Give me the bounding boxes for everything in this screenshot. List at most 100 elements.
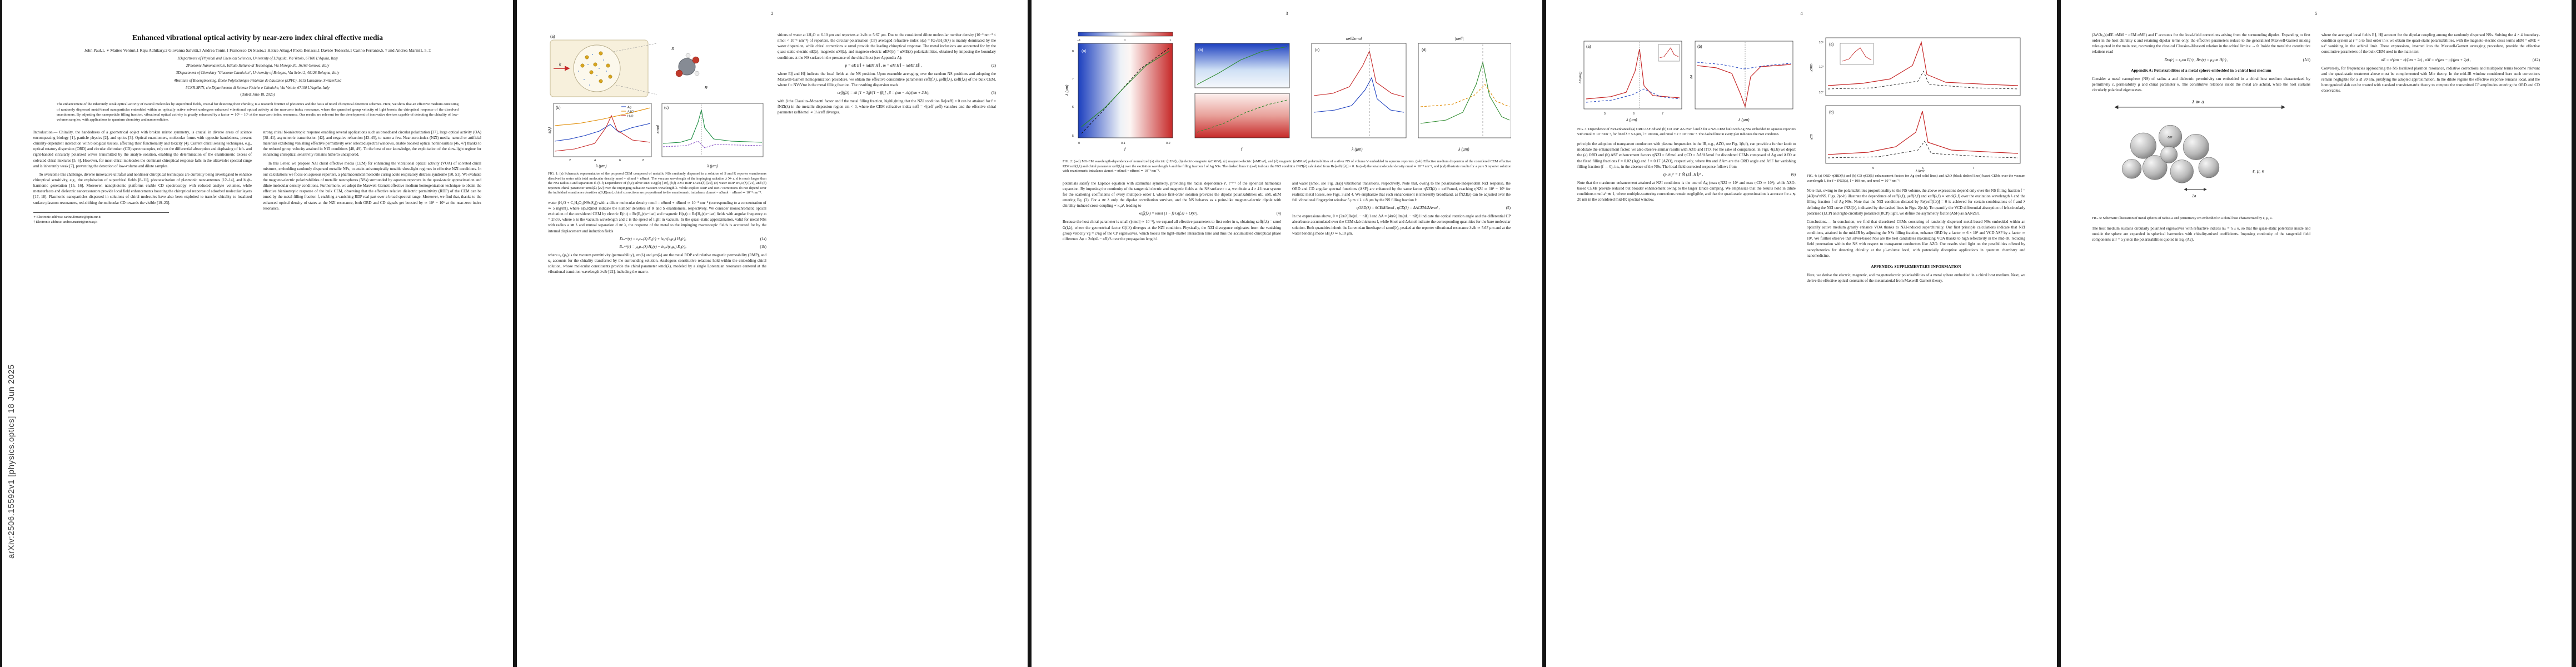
- page2-col-left: (a): [548, 32, 766, 277]
- fig1-plot-b: (b) Ag AZO H₂O 2 4 6: [548, 103, 652, 168]
- figure-2-graphic: −1 0 1 (a) 8 7 6 5 0 0.1 0.2 f λ (μm): [1065, 32, 1511, 152]
- fig2-panel-d-label: (d): [1422, 48, 1427, 52]
- appendix-intro-paragraph: Here, we derive the electric, magnetic, …: [1807, 273, 2025, 283]
- wavevector-label: k: [559, 63, 561, 67]
- fig4-panel-a-label: (a): [1829, 43, 1834, 47]
- equation-body: (p, m)ᵀ = Γ M̂ (E∥, H∥)ᵀ ,: [1663, 172, 1703, 177]
- fig2-panel-d: |neff| (d) λ (μm): [1418, 37, 1511, 152]
- fig2-ytick: 8: [1072, 50, 1074, 53]
- footnote-block: ∗ Electronic address: carino.ferrante@sp…: [33, 212, 169, 225]
- fig2-colorbar: [1078, 32, 1173, 37]
- arxiv-watermark: arXiv:2506.15592v1 [physics.optics] 18 J…: [7, 364, 16, 559]
- body-paragraph: Introduction.— Chirality, the handedness…: [33, 130, 252, 168]
- fig2-xtick: 0: [1078, 142, 1080, 145]
- equation-body: Dₘᵉˣᵗ(r) = ε₀εₘ(λ) E₀(r) + iκ₀√(ε₀μ₀) H₀…: [620, 236, 686, 241]
- fig3-xtick: 6: [1633, 112, 1635, 116]
- fig3-yaxis-label-b: ΔA: [1690, 74, 1693, 79]
- equation-number: (1b): [760, 244, 766, 249]
- fig2-ytick: 6: [1072, 106, 1074, 109]
- fig1-legend-ag: Ag: [627, 106, 631, 109]
- page-5: 5 (2a³/3ε₀)(αEE αMM − αEM αME) and Γ acc…: [2061, 0, 2572, 667]
- equation-body: Bₘᵉˣᵗ(r) = μ₀μₘ(λ) H₀(r) − iκ₀√(ε₀μ₀) E₀…: [619, 244, 686, 249]
- fig1-schematic: k S R: [550, 39, 707, 97]
- fig3-xtick: 7: [1662, 112, 1663, 116]
- enantiomer-s-label: S: [671, 47, 674, 51]
- fig2-xaxis-label-l2: λ (μm): [1458, 148, 1469, 152]
- page1-col-right: strong chiral bi-anisotropic response en…: [263, 130, 481, 225]
- fig2-panel-a-label: (a): [1082, 49, 1087, 53]
- body-paragraph: where ε₀ (μ₀) is the vacuum permittivity…: [548, 252, 766, 275]
- footnote-1: ∗ Electronic address: carino.ferrante@sp…: [33, 215, 101, 219]
- fig2-panel-c-label: (c): [1315, 48, 1319, 52]
- body-paragraph: where E∥ and H∥ indicate the local field…: [778, 71, 996, 87]
- fig2-cbtick: 0: [1124, 39, 1125, 42]
- fig3-panel-a: (a) Δθ (deg) 5 6 7 λ (μm): [1579, 41, 1682, 122]
- figure-5: λ ≫ a εm 2a: [2092, 96, 2310, 215]
- page4-col-left: (a) Δθ (deg) 5 6 7 λ (μm) (b): [1577, 32, 1796, 287]
- affiliation-2: 2Photonic Nanomaterials, Istituto Italia…: [186, 63, 330, 68]
- abstract: The enhancement of the inherently weak o…: [57, 102, 459, 122]
- figure-1-graphic: (a): [548, 35, 764, 168]
- paper-title: Enhanced vibrational optical activity by…: [132, 33, 383, 42]
- figure-4: (a) 10⁶ 10³ 10⁰ ηORD (b) ηCD 5: [1807, 32, 2025, 172]
- body-paragraph: (2a³/3ε₀)(αEE αMM − αEM αME) and Γ accou…: [2092, 33, 2310, 54]
- equation-5: ηORD(λ) = θCEM/θmol , ηCD(λ) = ΔACEM/ΔAm…: [1292, 206, 1511, 210]
- fig1-xtick: 8: [642, 159, 644, 162]
- fig2-xtick: 0.2: [1166, 142, 1170, 145]
- fig2-panel-c: κeff/κmol (c) λ (μm): [1311, 37, 1407, 152]
- page-number: 2: [771, 11, 774, 16]
- fig2-panel-c-title: κeff/κmol: [1346, 37, 1362, 41]
- footnote-2: † Electronic address: andrea.marini@univ…: [33, 220, 98, 224]
- body-paragraph: To overcome this challenge, diverse inno…: [33, 172, 252, 205]
- equation-number: (A2): [2532, 57, 2540, 62]
- equation-number: (A1): [2303, 57, 2310, 62]
- equation-body: εeff(f,λ) = εh [1 + 3fβ/(1 − fβ)] , β = …: [837, 91, 930, 96]
- body-paragraph: sitions of water at λH₂O ≃ 6.10 μm and r…: [778, 33, 996, 60]
- page-number: 5: [2315, 11, 2318, 16]
- fig4-xtick: 5: [1872, 167, 1874, 170]
- figure-3-caption: FIG. 3: Dependence of NZI-enhanced (a) O…: [1577, 127, 1796, 136]
- fig2-panel-b: (b) f: [1194, 43, 1290, 152]
- body-paragraph: where the averaged local fields E∥, H∥ a…: [2321, 33, 2540, 54]
- figure-5-caption: FIG. 5: Schematic illustration of metal …: [2092, 216, 2273, 221]
- fig1-yaxis-label-2: κmol: [656, 125, 660, 133]
- equation-body: Dm(r) = ε₀εm E(r) , Bm(r) = μ₀μm H(r) ,: [2164, 57, 2229, 62]
- equation-body: p = αE E∥ + iαEM H∥ , m = αM H∥ − iαME E…: [845, 63, 922, 68]
- dated-line: (Dated: June 18, 2025): [240, 93, 275, 97]
- appendix-a-heading: Appendix A: Polarizabilities of a metal …: [2131, 67, 2271, 73]
- page3-col-right: and water [nmol, see Fig. 2(a)] vibratio…: [1292, 181, 1511, 245]
- fig2-xaxis-label-l1: λ (μm): [1351, 148, 1363, 152]
- fig4-ytick: 10³: [1819, 66, 1823, 69]
- fig4-xaxis-label: λ (μm): [1915, 170, 1925, 172]
- equation-1a: Dₘᵉˣᵗ(r) = ε₀εₘ(λ) E₀(r) + iκ₀√(ε₀μ₀) H₀…: [548, 237, 766, 241]
- body-paragraph: principle the adoption of transparent co…: [1577, 142, 1796, 169]
- fig4-yaxis-label-b: ηCD: [1810, 134, 1813, 140]
- equation-number: (6): [1791, 172, 1796, 177]
- equation-number: (2): [991, 63, 996, 68]
- fig2-cbtick: −1: [1077, 39, 1080, 42]
- page5-col-right: where the averaged local fields E∥, H∥ a…: [2321, 32, 2540, 245]
- body-paragraph: In the expressions above, θ = (2π/λ)Re(n…: [1292, 214, 1511, 236]
- fig2-panel-d-title: |neff|: [1455, 37, 1463, 41]
- body-paragraph: with β the Clausius–Mossotti factor and …: [778, 99, 996, 115]
- body-paragraph: Conclusions.— In conclusion, we find tha…: [1807, 219, 2025, 258]
- fig1-xtick: 6: [619, 159, 621, 162]
- nanosphere-dots: [580, 51, 612, 83]
- figure-1: (a): [548, 32, 766, 170]
- figure-3: (a) Δθ (deg) 5 6 7 λ (μm) (b): [1577, 32, 1796, 126]
- fig5-host-label: ε, μ, κ: [2253, 169, 2265, 174]
- figure-4-graphic: (a) 10⁶ 10³ 10⁰ ηORD (b) ηCD 5: [1810, 37, 2021, 172]
- fig3-xtick: 5: [1604, 112, 1606, 116]
- fig1-xaxis-label-2: λ (μm): [706, 165, 718, 168]
- equation-1b: Bₘᵉˣᵗ(r) = μ₀μₘ(λ) H₀(r) − iκ₀√(ε₀μ₀) E₀…: [548, 245, 766, 249]
- fig1-panel-a-label: (a): [550, 35, 555, 39]
- fig4-yaxis-label-a: ηORD: [1810, 63, 1813, 72]
- page2-col-right: sitions of water at λH₂O ≃ 6.10 μm and r…: [778, 32, 996, 277]
- equation-body: αE = a³(εm − ε)/(εm + 2ε) , αM = a³(μm −…: [2381, 57, 2471, 62]
- fig1-legend-h2o: H₂O: [627, 115, 634, 118]
- equation-2: p = αE E∥ + iαEM H∥ , m = αM H∥ − iαME E…: [778, 63, 996, 68]
- page-1: arXiv:2506.15592v1 [physics.optics] 18 J…: [2, 0, 513, 667]
- body-paragraph: In this Letter, we propose NZI chiral ef…: [263, 161, 481, 211]
- affiliation-4: 4Institute of Bioengineering, École Poly…: [173, 78, 342, 83]
